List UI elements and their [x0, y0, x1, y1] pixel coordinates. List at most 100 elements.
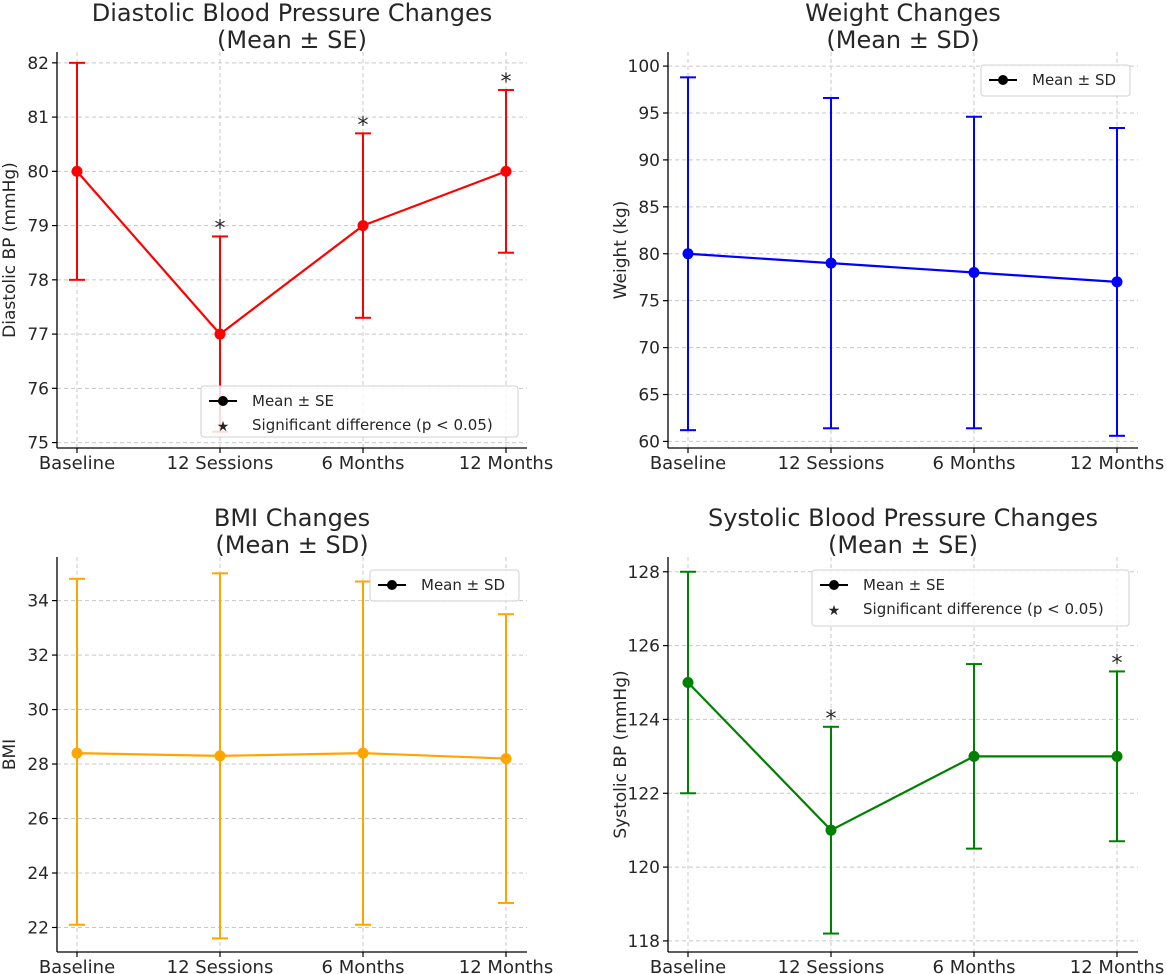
data-point — [71, 747, 83, 759]
y-tick-label: 80 — [638, 245, 660, 265]
legend-box — [980, 64, 1131, 97]
x-tick-label: 6 Months — [933, 957, 1016, 974]
y-tick-label: 126 — [628, 637, 660, 657]
legend-star-marker: ★ — [828, 603, 841, 619]
y-tick-label: 82 — [27, 54, 49, 74]
y-tick-label: 70 — [638, 339, 660, 359]
y-tick-label: 75 — [638, 292, 660, 312]
x-tick-label: Baseline — [39, 957, 115, 974]
legend-label: Significant difference (p < 0.05) — [863, 600, 1104, 618]
y-tick-label: 95 — [638, 104, 660, 124]
y-tick-label: 32 — [27, 646, 49, 666]
y-tick-label: 79 — [27, 217, 49, 237]
legend: Mean ± SD — [369, 569, 520, 602]
data-point — [1111, 276, 1123, 288]
y-tick-label: 124 — [628, 710, 660, 730]
chart-title: Systolic Blood Pressure Changes — [708, 504, 1098, 532]
chart-title: Diastolic Blood Pressure Changes — [92, 0, 492, 27]
chart-panel-3: 22 24 26 28 30 32 34 Baseline 12 Sessions 6 Month… — [0, 504, 553, 974]
chart-subtitle: (Mean ± SD) — [215, 531, 368, 559]
x-tick-label: 12 Sessions — [778, 957, 885, 974]
data-point — [357, 220, 369, 232]
y-tick-label: 120 — [628, 858, 660, 878]
y-tick-label: 22 — [27, 918, 49, 938]
y-tick-label: 28 — [27, 755, 49, 775]
y-tick-label: 60 — [638, 432, 660, 452]
y-tick-label: 78 — [27, 271, 49, 291]
y-tick-label: 118 — [628, 932, 660, 952]
chart-subtitle: (Mean ± SD) — [826, 26, 979, 54]
x-tick-label: Baseline — [39, 453, 115, 474]
legend-dot-marker — [998, 75, 1008, 85]
chart-subtitle: (Mean ± SE) — [217, 26, 367, 54]
significance-asterisk: * — [501, 70, 512, 95]
chart-title: Weight Changes — [805, 0, 1001, 27]
y-tick-label: 24 — [27, 864, 49, 884]
legend-label: Mean ± SE — [863, 576, 945, 594]
x-tick-label: 6 Months — [322, 453, 405, 474]
significance-asterisk: * — [826, 707, 837, 732]
data-point — [214, 750, 226, 762]
data-point — [682, 248, 694, 260]
x-tick-label: 12 Months — [1070, 453, 1164, 474]
legend: Mean ± SE ★ Significant difference (p < 0.… — [200, 385, 519, 438]
chart-panel-2: 60 65 70 75 80 85 90 95 100 Baseline 12 Sessions 6 … — [611, 0, 1164, 474]
series-line — [687, 252, 1118, 284]
y-tick-label: 30 — [27, 701, 49, 721]
y-axis-label: BMI — [0, 739, 20, 770]
y-axis-label: Diastolic BP (mmHg) — [0, 162, 20, 338]
legend-dot-marker — [387, 580, 397, 590]
x-tick-label: 12 Months — [1070, 957, 1164, 974]
data-point — [500, 165, 512, 177]
y-tick-label: 128 — [628, 563, 660, 583]
legend-label: Mean ± SD — [1032, 71, 1116, 89]
legend-star-marker: ★ — [217, 419, 230, 435]
series-line — [76, 170, 507, 336]
legend-label: Mean ± SD — [421, 576, 505, 594]
y-tick-label: 75 — [27, 434, 49, 454]
y-tick-label: 90 — [638, 151, 660, 171]
y-tick-label: 85 — [638, 198, 660, 218]
data-point — [500, 753, 512, 765]
legend-label: Significant difference (p < 0.05) — [252, 416, 493, 434]
y-axis-label: Systolic BP (mmHg) — [611, 670, 631, 838]
data-point — [968, 750, 980, 762]
x-tick-label: 12 Sessions — [778, 453, 885, 474]
x-tick-label: Baseline — [650, 453, 726, 474]
legend: Mean ± SE ★ Significant difference (p < 0.… — [811, 569, 1130, 627]
x-tick-label: Baseline — [650, 957, 726, 974]
x-tick-label: 12 Months — [459, 453, 553, 474]
chart-panel-1: 75 76 77 78 79 80 81 82 Baseline 12 Sessions 6 Mon… — [0, 0, 553, 474]
significance-asterisk: * — [358, 113, 369, 138]
x-tick-label: 6 Months — [933, 453, 1016, 474]
legend-box — [369, 569, 520, 602]
y-axis-label: Weight (kg) — [611, 201, 631, 300]
legend-dot-marker — [218, 396, 228, 406]
data-point — [968, 267, 980, 279]
y-tick-label: 81 — [27, 108, 49, 128]
x-tick-label: 12 Months — [459, 957, 553, 974]
data-point — [682, 677, 694, 689]
chart-subtitle: (Mean ± SE) — [828, 531, 978, 559]
data-point — [214, 328, 226, 340]
y-tick-label: 26 — [27, 810, 49, 830]
chart-panel-4: 118 120 122 124 126 128 Baseline 12 Sessions 6 M… — [611, 504, 1164, 974]
legend: Mean ± SD — [980, 64, 1131, 97]
chart-title: BMI Changes — [214, 504, 370, 532]
x-tick-label: 12 Sessions — [167, 453, 274, 474]
data-point — [825, 257, 837, 269]
legend-dot-marker — [829, 580, 839, 590]
series-line — [687, 681, 1117, 832]
y-tick-label: 34 — [27, 592, 49, 612]
y-tick-label: 80 — [27, 162, 49, 182]
y-tick-label: 76 — [27, 379, 49, 399]
x-tick-label: 6 Months — [322, 957, 405, 974]
data-point — [1111, 750, 1123, 762]
data-point — [825, 824, 837, 836]
data-point — [71, 165, 83, 177]
data-point — [357, 747, 369, 759]
series-line — [76, 752, 507, 760]
y-tick-label: 77 — [27, 325, 49, 345]
legend-label: Mean ± SE — [252, 392, 334, 410]
